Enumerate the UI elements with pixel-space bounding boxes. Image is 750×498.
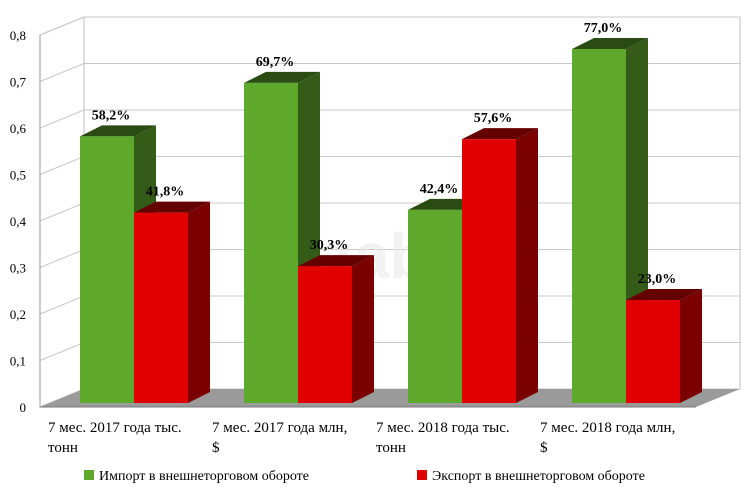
bar xyxy=(80,136,134,403)
category-label: $ xyxy=(540,440,548,456)
bar-top xyxy=(572,37,648,49)
data-labels: 58,2% 41,8% 69,7% 30,3% 42,4% 57,6% 77,0% 23,0% xyxy=(92,21,677,287)
y-tick-label: 0,4 xyxy=(10,214,27,229)
category-label: тонн xyxy=(48,440,78,456)
category-labels: 7 мес. 2017 года тыс. тонн 7 мес. 2017 год… xyxy=(48,420,675,456)
category-label: тонн xyxy=(376,440,406,456)
gridline xyxy=(39,16,740,36)
y-tick-label: 0,5 xyxy=(10,168,26,183)
bar-side xyxy=(516,128,538,403)
data-label: 58,2% xyxy=(92,108,131,123)
bar xyxy=(134,212,188,403)
legend-label: Импорт в внешнеторговом обороте xyxy=(99,469,309,484)
bar xyxy=(408,209,462,403)
bar-top xyxy=(298,255,374,267)
legend-swatch xyxy=(417,470,427,480)
bar xyxy=(572,48,626,403)
category-label: 7 мес. 2018 года млн, xyxy=(540,420,675,436)
gridline xyxy=(39,63,740,82)
data-label: 41,8% xyxy=(146,185,185,200)
category-label: 7 мес. 2017 года млн, xyxy=(212,420,347,436)
bar-side xyxy=(188,201,210,403)
floor-top xyxy=(40,389,740,407)
bar xyxy=(626,300,680,403)
y-tick-label: 0,7 xyxy=(10,75,27,90)
chart-floor xyxy=(40,389,740,408)
y-tick-label: 0,6 xyxy=(10,121,27,136)
category-label: 7 мес. 2018 года тыс. xyxy=(376,420,510,436)
legend: Импорт в внешнеторговом обороте Экспорт в… xyxy=(84,469,645,484)
bar-top xyxy=(134,201,210,213)
y-tick-label: 0,2 xyxy=(10,307,26,322)
bar-top xyxy=(626,289,702,301)
bar-side xyxy=(352,255,374,403)
category-label: $ xyxy=(212,440,220,456)
y-tick-label: 0 xyxy=(20,400,27,415)
data-label: 30,3% xyxy=(310,238,349,253)
data-label: 57,6% xyxy=(474,111,513,126)
bar xyxy=(244,82,298,404)
bars xyxy=(80,37,702,404)
gridline xyxy=(39,109,740,129)
y-axis: 0 0,1 0,2 0,3 0,4 0,5 0,6 0,7 0,8 xyxy=(10,28,41,415)
bar-side xyxy=(680,289,702,403)
y-tick-label: 0,3 xyxy=(10,261,26,276)
data-label: 69,7% xyxy=(256,55,295,70)
legend-swatch xyxy=(84,470,94,480)
legend-label: Экспорт в внешнеторговом обороте xyxy=(432,469,645,484)
y-tick-label: 0,1 xyxy=(10,354,26,369)
data-label: 42,4% xyxy=(420,182,459,197)
bar-top xyxy=(244,71,320,83)
y-tick-label: 0,8 xyxy=(10,28,26,43)
bar xyxy=(462,139,516,403)
category-label: 7 мес. 2017 года тыс. xyxy=(48,420,182,436)
bar-top xyxy=(80,125,156,137)
bar-top xyxy=(462,128,538,140)
data-label: 23,0% xyxy=(638,272,677,287)
bar xyxy=(298,266,352,403)
data-label: 77,0% xyxy=(584,21,623,36)
